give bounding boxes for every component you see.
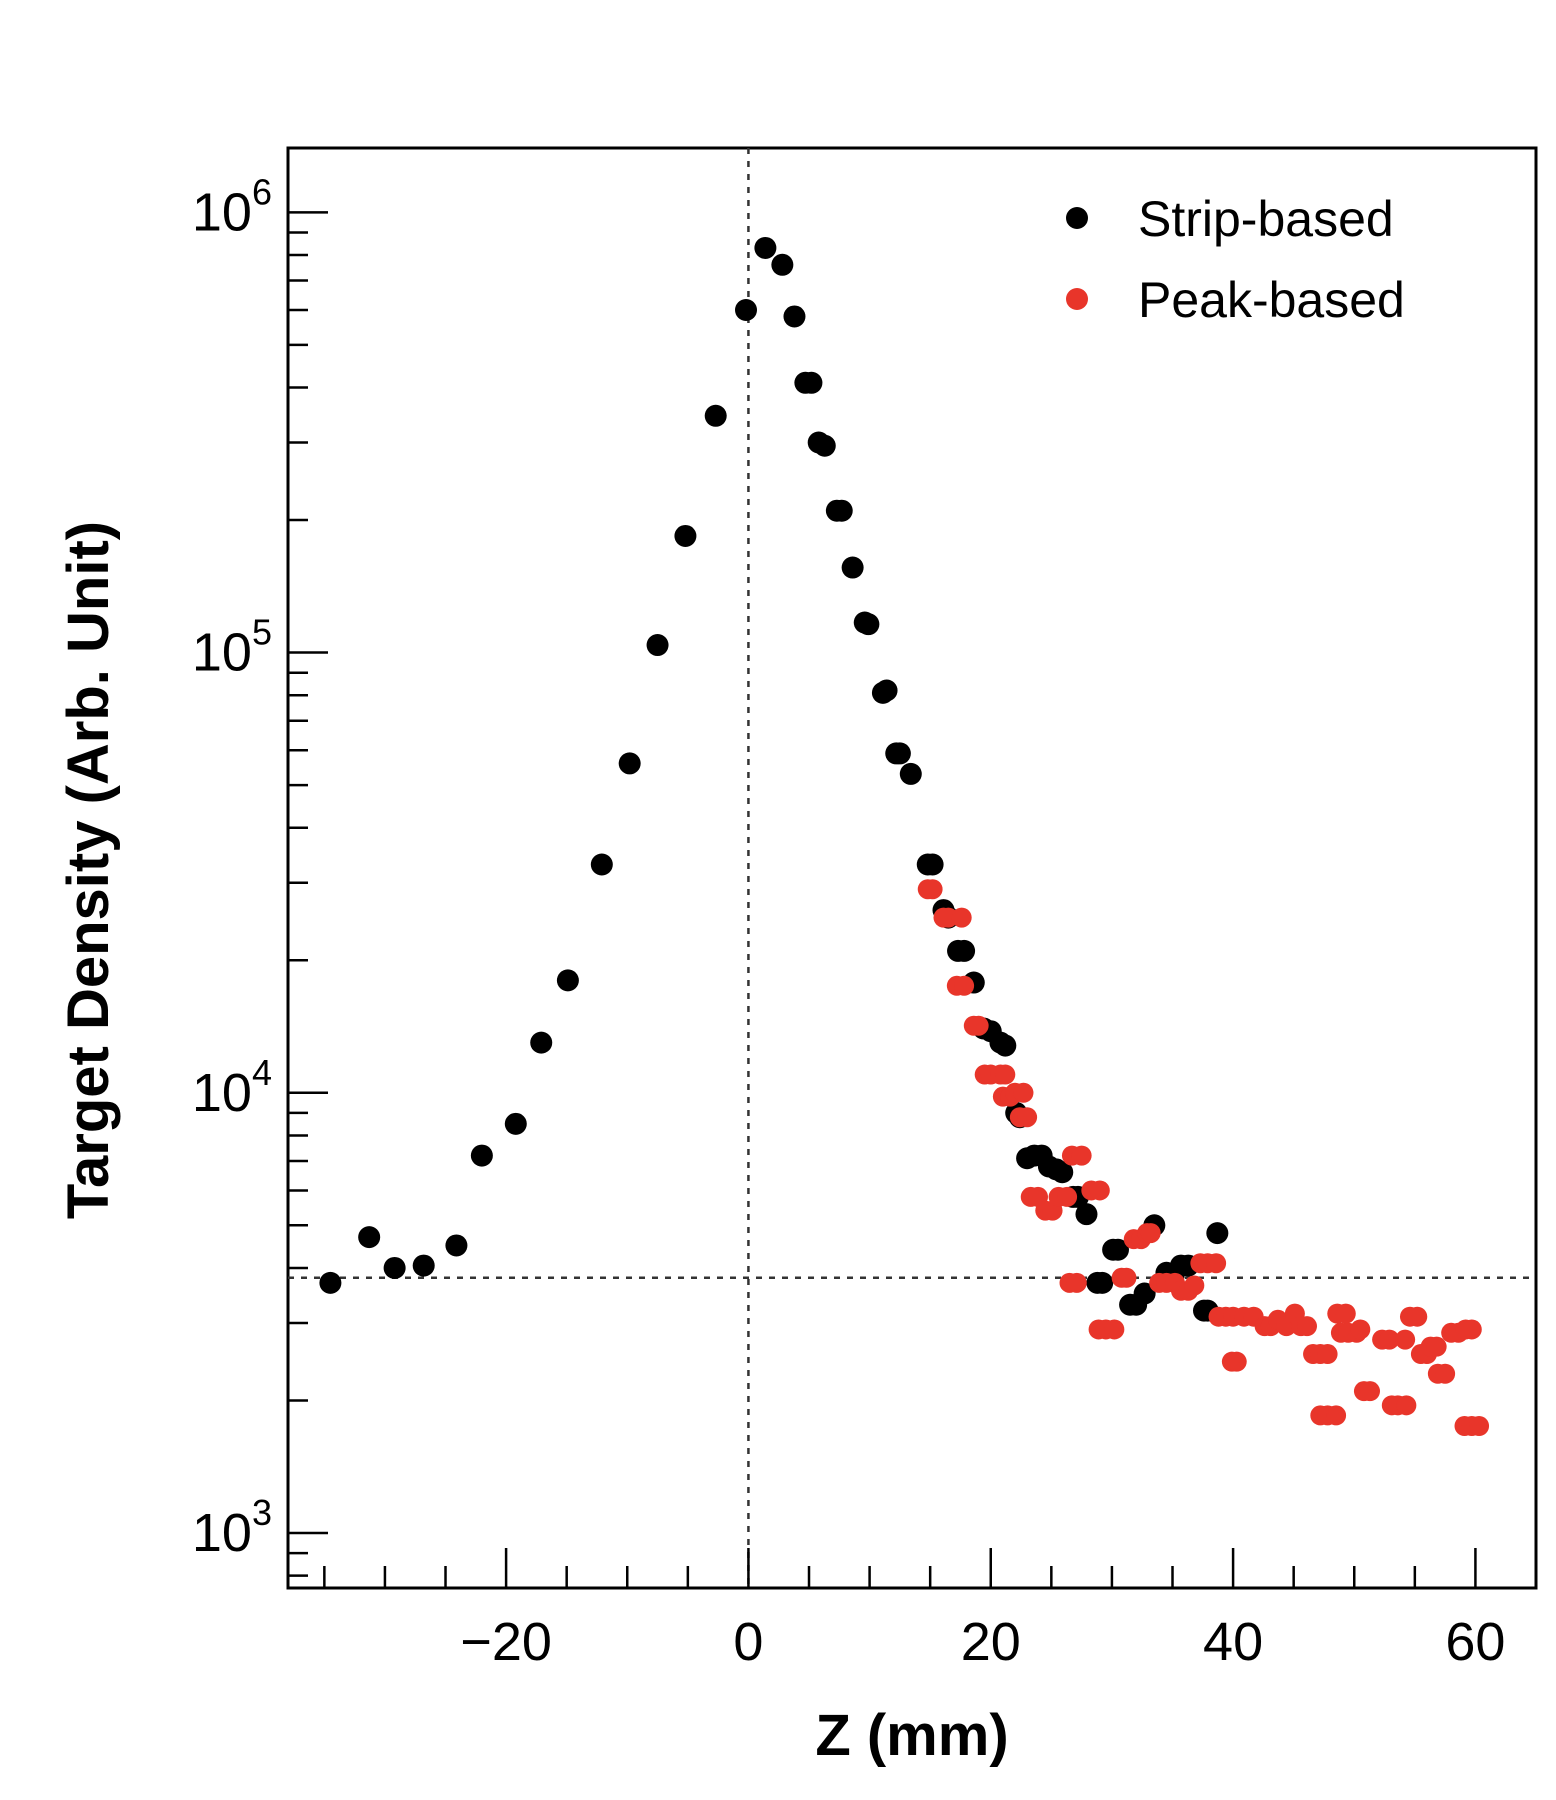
x-tick-label: 0 [733, 1612, 763, 1672]
y-tick-label: 106 [192, 171, 272, 242]
y-tick-label: 104 [192, 1052, 272, 1123]
data-point [813, 434, 836, 457]
x-axis: −20 0 20 40 60 [323, 1548, 1538, 1672]
data-point [1140, 1223, 1161, 1244]
data-point [504, 1112, 527, 1135]
data-point [841, 556, 864, 579]
data-point [1469, 1416, 1490, 1437]
data-point [556, 969, 579, 992]
x-tick-label: 40 [1203, 1612, 1263, 1672]
data-point [954, 975, 975, 996]
y-tick-label: 105 [192, 612, 272, 683]
data-point [383, 1256, 406, 1279]
data-point [857, 613, 880, 636]
data-point [995, 1064, 1016, 1085]
data-point [412, 1254, 435, 1277]
data-point [1133, 1282, 1156, 1305]
data-point [1013, 1082, 1034, 1103]
data-point [888, 742, 911, 765]
x-tick-label: 60 [1445, 1612, 1505, 1672]
data-point [921, 853, 944, 876]
data-point [830, 499, 853, 522]
data-point [922, 879, 943, 900]
data-point [754, 236, 777, 259]
data-point [1426, 1336, 1447, 1357]
legend-label-peak-based: Peak-based [1138, 272, 1405, 328]
legend-label-strip-based: Strip-based [1138, 191, 1394, 247]
y-axis-title: Target Density (Arb. Unit) [56, 521, 121, 1219]
data-point [953, 939, 976, 962]
data-point [704, 404, 727, 427]
data-point [1184, 1275, 1205, 1296]
data-point [994, 1034, 1017, 1057]
data-point [800, 371, 823, 394]
data-point [1226, 1351, 1247, 1372]
data-point [1075, 1203, 1098, 1226]
data-point [445, 1234, 468, 1257]
data-point [1296, 1316, 1317, 1337]
data-point [1396, 1395, 1417, 1416]
data-point [530, 1031, 553, 1054]
data-point [1350, 1319, 1371, 1340]
series-peak-based [917, 879, 1490, 1437]
data-point [1091, 1271, 1114, 1294]
data-point [1335, 1303, 1356, 1324]
y-tick-label: 103 [192, 1492, 272, 1563]
data-point [783, 305, 806, 328]
data-point [899, 762, 922, 785]
x-axis-title: Z (mm) [815, 1703, 1008, 1768]
data-point [951, 907, 972, 928]
data-point [1071, 1145, 1092, 1166]
data-point [590, 853, 613, 876]
data-point [1116, 1267, 1137, 1288]
data-point [1317, 1344, 1338, 1365]
data-point [968, 1015, 989, 1036]
data-point [319, 1271, 342, 1294]
reference-lines [288, 148, 1536, 1588]
data-point [1395, 1329, 1416, 1350]
data-points [319, 236, 1490, 1437]
data-point [674, 524, 697, 547]
data-point [1407, 1306, 1428, 1327]
data-point [1051, 1161, 1074, 1184]
plot-frame [286, 146, 1538, 1590]
data-point [875, 679, 898, 702]
x-tick-label: −20 [460, 1612, 552, 1672]
data-point [618, 752, 641, 775]
data-point [1089, 1180, 1110, 1201]
legend-marker-peak-based [1066, 288, 1088, 310]
data-point [358, 1226, 381, 1249]
data-point [1066, 1272, 1087, 1293]
data-point [1104, 1319, 1125, 1340]
data-point [735, 298, 758, 321]
data-point [1206, 1222, 1229, 1245]
data-point [771, 253, 794, 276]
legend-marker-strip-based [1066, 207, 1088, 229]
data-point [1360, 1381, 1381, 1402]
legend: Strip-based Peak-based [1066, 191, 1405, 328]
x-tick-label: 20 [961, 1612, 1021, 1672]
data-point [470, 1144, 493, 1167]
data-point [1326, 1405, 1347, 1426]
data-point [1057, 1186, 1078, 1207]
data-point [1379, 1329, 1400, 1350]
data-point [1106, 1238, 1129, 1261]
data-point [1017, 1107, 1038, 1128]
data-point [1461, 1319, 1482, 1340]
data-point [646, 634, 669, 657]
data-point [1435, 1363, 1456, 1384]
y-axis: 103 104 105 106 [192, 171, 328, 1577]
data-point [1206, 1253, 1227, 1274]
